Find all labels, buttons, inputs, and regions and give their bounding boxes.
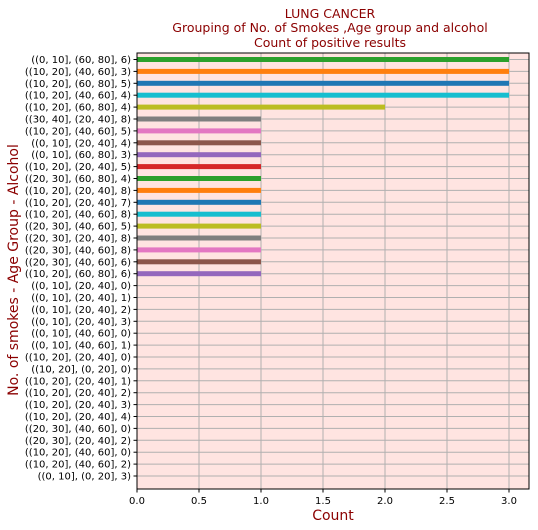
y-tick-label: ((30, 40], (20, 40], 8) [25, 115, 131, 126]
x-tick-label: 0.0 [129, 496, 145, 507]
y-tick-label: ((0, 10], (20, 40], 1) [31, 293, 131, 304]
bar [137, 271, 261, 277]
y-tick-label: ((10, 20], (20, 40], 1) [25, 376, 131, 387]
y-tick-label: ((0, 10], (40, 60], 1) [31, 341, 131, 352]
bar [137, 104, 385, 110]
y-axis-label: No. of smokes - Age Group - Alcohol [6, 144, 22, 396]
y-tick-label: ((0, 10], (60, 80], 6) [31, 55, 131, 66]
bar [137, 116, 261, 122]
bar [137, 57, 509, 62]
plot-frame [136, 52, 530, 490]
y-tick-label: ((10, 20], (20, 40], 4) [25, 412, 131, 423]
chart-subtitle: Grouping of No. of Smokes ,Age group and… [172, 20, 487, 35]
x-tick-label: 2.0 [377, 496, 393, 507]
bar [137, 152, 261, 158]
y-tick-label: ((10, 20], (40, 60], 5) [25, 126, 131, 137]
bar [137, 92, 509, 98]
y-tick-label: ((10, 20], (20, 40], 7) [25, 198, 131, 209]
x-axis-ticks: 0.0 0.5 1.0 1.5 2.0 2.5 3.0 [129, 489, 517, 507]
y-tick-label: ((10, 20], (40, 60], 4) [25, 91, 131, 102]
x-axis-label: Count [312, 508, 354, 524]
y-tick-label: ((0, 10], (20, 40], 3) [31, 317, 131, 328]
y-tick-label: ((10, 20], (60, 80], 5) [25, 79, 131, 90]
y-tick-label: ((10, 20], (20, 40], 8) [25, 186, 131, 197]
bar [137, 211, 261, 217]
y-tick-label: ((0, 10], (20, 40], 0) [31, 281, 131, 292]
y-tick-label: ((10, 20], (60, 80], 6) [25, 269, 131, 280]
y-tick-label: ((10, 20], (20, 40], 5) [25, 162, 131, 173]
y-tick-label: ((20, 30], (40, 60], 6) [25, 257, 131, 268]
y-tick-label: ((10, 20], (40, 60], 3) [25, 67, 131, 78]
y-tick-label: ((20, 30], (40, 60], 0) [25, 424, 131, 435]
y-tick-label: ((20, 30], (40, 60], 5) [25, 222, 131, 233]
y-tick-label: ((0, 10], (0, 20], 3) [38, 472, 131, 483]
x-tick-label: 3.0 [501, 496, 517, 507]
bars [137, 57, 509, 277]
x-tick-label: 2.5 [439, 496, 455, 507]
bar [137, 223, 261, 229]
y-axis-ticks: ((0, 10], (60, 80], 6)((10, 20], (40, 60… [25, 55, 137, 483]
y-tick-label: ((20, 30], (20, 40], 2) [25, 436, 131, 447]
chart-title: LUNG CANCER [285, 6, 376, 21]
y-tick-label: ((10, 20], (40, 60], 8) [25, 210, 131, 221]
x-tick-label: 1.0 [253, 496, 269, 507]
y-tick-label: ((10, 20], (0, 20], 0) [31, 364, 131, 375]
bar [137, 235, 261, 241]
y-tick-label: ((20, 30], (40, 60], 8) [25, 245, 131, 256]
y-tick-label: ((10, 20], (20, 40], 2) [25, 388, 131, 399]
y-tick-label: ((0, 10], (20, 40], 2) [31, 305, 131, 316]
bar [137, 259, 261, 265]
bar [137, 199, 261, 205]
y-tick-label: ((10, 20], (60, 80], 4) [25, 103, 131, 114]
bar [137, 68, 509, 74]
y-tick-label: ((10, 20], (20, 40], 3) [25, 400, 131, 411]
y-tick-label: ((0, 10], (40, 60], 0) [31, 329, 131, 340]
y-tick-label: ((20, 30], (60, 80], 4) [25, 174, 131, 185]
y-tick-label: ((10, 20], (40, 60], 0) [25, 448, 131, 459]
bar [137, 164, 261, 170]
bar [137, 176, 261, 181]
bar [137, 247, 261, 253]
chart-subtitle-2: Count of positive results [254, 35, 406, 50]
bar [137, 140, 261, 146]
y-tick-label: ((0, 10], (60, 80], 3) [31, 150, 131, 161]
x-tick-label: 1.5 [315, 496, 331, 507]
y-tick-label: ((10, 20], (40, 60], 2) [25, 460, 131, 471]
y-tick-label: ((20, 30], (20, 40], 8) [25, 234, 131, 245]
bar [137, 187, 261, 193]
bar [137, 80, 509, 86]
x-tick-label: 0.5 [191, 496, 207, 507]
bar [137, 128, 261, 134]
y-tick-label: ((10, 20], (20, 40], 0) [25, 353, 131, 364]
y-tick-label: ((0, 10], (20, 40], 4) [31, 138, 131, 149]
